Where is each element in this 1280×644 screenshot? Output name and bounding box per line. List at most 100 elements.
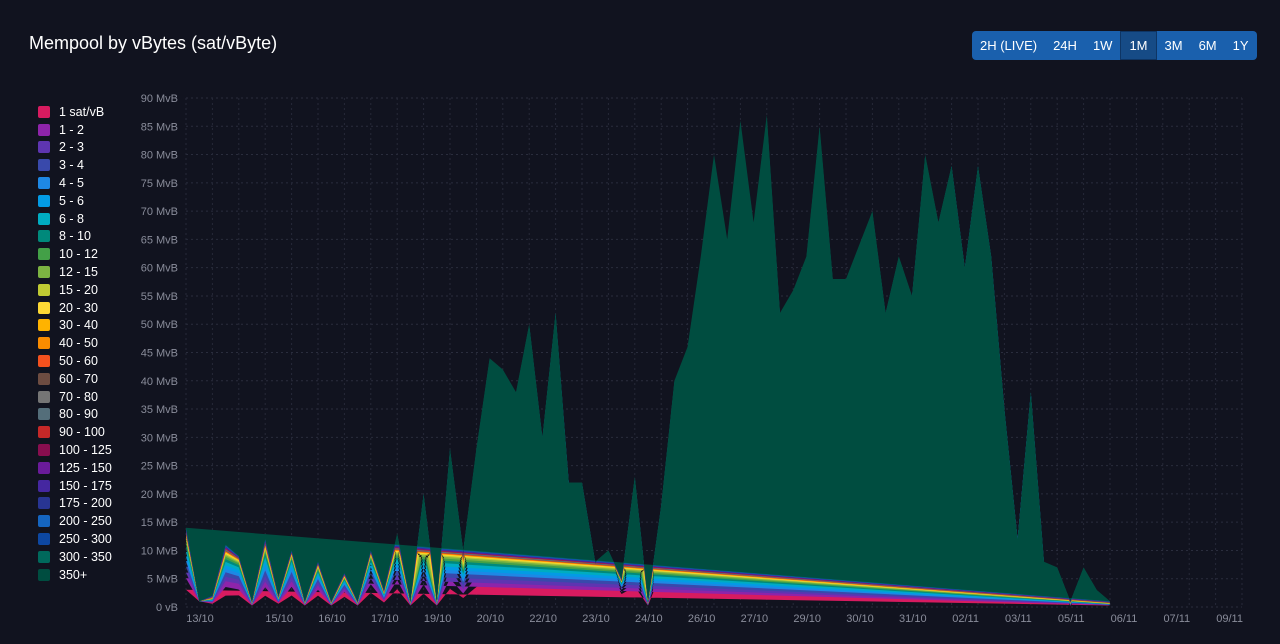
legend-swatch — [38, 337, 50, 350]
y-tick-label: 35 MvB — [141, 404, 178, 416]
legend-label: 100 - 125 — [59, 443, 112, 458]
legend-swatch — [38, 141, 50, 154]
legend-item[interactable]: 10 - 12 — [38, 245, 112, 263]
legend-item[interactable]: 90 - 100 — [38, 423, 112, 441]
legend-item[interactable]: 350+ — [38, 566, 112, 584]
legend-swatch — [38, 266, 50, 279]
legend-swatch — [38, 408, 50, 421]
legend-swatch — [38, 212, 50, 225]
y-tick-label: 90 MvB — [141, 93, 178, 105]
range-button-1y[interactable]: 1Y — [1232, 38, 1249, 53]
legend-item[interactable]: 125 - 150 — [38, 459, 112, 477]
legend-swatch — [38, 568, 50, 581]
legend-item[interactable]: 3 - 4 — [38, 156, 112, 174]
legend: 1 sat/vB 1 - 2 2 - 3 3 - 4 4 - 5 5 - 6 6 - 8 8 … — [38, 103, 112, 584]
y-tick-label: 20 MvB — [141, 489, 178, 501]
range-button-3m[interactable]: 3M — [1164, 38, 1183, 53]
legend-swatch — [38, 194, 50, 207]
x-tick-label: 27/10 — [741, 613, 769, 625]
legend-item[interactable]: 5 - 6 — [38, 192, 112, 210]
range-button-24h[interactable]: 24H — [1053, 38, 1077, 53]
legend-item[interactable]: 50 - 60 — [38, 352, 112, 370]
y-tick-label: 25 MvB — [141, 461, 178, 473]
legend-item[interactable]: 70 - 80 — [38, 388, 112, 406]
legend-label: 200 - 250 — [59, 514, 112, 529]
y-tick-label: 15 MvB — [141, 517, 178, 529]
legend-item[interactable]: 15 - 20 — [38, 281, 112, 299]
legend-item[interactable]: 1 sat/vB — [38, 103, 112, 121]
legend-swatch — [38, 426, 50, 439]
legend-item[interactable]: 6 - 8 — [38, 210, 112, 228]
legend-item[interactable]: 2 - 3 — [38, 139, 112, 157]
legend-item[interactable]: 60 - 70 — [38, 370, 112, 388]
legend-item[interactable]: 4 - 5 — [38, 174, 112, 192]
legend-label: 90 - 100 — [59, 425, 105, 440]
x-tick-label: 07/11 — [1163, 613, 1190, 625]
legend-label: 20 - 30 — [59, 300, 98, 315]
legend-label: 250 - 300 — [59, 532, 112, 547]
legend-label: 1 - 2 — [59, 122, 85, 137]
legend-swatch — [38, 283, 50, 296]
chart-title: Mempool by vBytes (sat/vByte) — [29, 33, 278, 53]
x-tick-label: 09/11 — [1216, 613, 1243, 625]
range-button-6m[interactable]: 6M — [1198, 38, 1217, 53]
legend-item[interactable]: 80 - 90 — [38, 406, 112, 424]
legend-item[interactable]: 1 - 2 — [38, 121, 112, 139]
legend-item[interactable]: 175 - 200 — [38, 495, 112, 513]
legend-swatch — [38, 390, 50, 403]
x-tick-label: 30/10 — [846, 613, 874, 625]
legend-label: 10 - 12 — [59, 247, 98, 262]
legend-label: 80 - 90 — [59, 407, 98, 422]
x-tick-label: 17/10 — [371, 613, 399, 625]
time-range-selector: 2H (LIVE) 24H 1W 1M 3M 6M 1Y — [972, 31, 1257, 60]
range-button-1m[interactable]: 1M — [1120, 31, 1157, 60]
legend-swatch — [38, 355, 50, 368]
legend-swatch — [38, 159, 50, 172]
x-tick-label: 02/11 — [952, 613, 979, 625]
legend-swatch — [38, 461, 50, 474]
legend-label: 8 - 10 — [59, 229, 91, 244]
y-tick-label: 50 MvB — [141, 319, 178, 331]
y-tick-label: 75 MvB — [141, 178, 178, 190]
x-tick-label: 29/10 — [793, 613, 821, 625]
legend-swatch — [38, 248, 50, 261]
legend-swatch — [38, 177, 50, 190]
legend-label: 30 - 40 — [59, 318, 98, 333]
series-area-26 — [186, 115, 1110, 602]
legend-label: 3 - 4 — [59, 158, 85, 173]
legend-item[interactable]: 40 - 50 — [38, 334, 112, 352]
legend-label: 300 - 350 — [59, 549, 112, 564]
legend-swatch — [38, 550, 50, 563]
legend-label: 350+ — [59, 567, 88, 582]
legend-label: 125 - 150 — [59, 460, 112, 475]
x-tick-label: 26/10 — [688, 613, 716, 625]
x-tick-label: 13/10 — [186, 613, 214, 625]
legend-item[interactable]: 200 - 250 — [38, 512, 112, 530]
range-button-2h-live[interactable]: 2H (LIVE) — [980, 38, 1038, 53]
legend-item[interactable]: 8 - 10 — [38, 228, 112, 246]
legend-item[interactable]: 250 - 300 — [38, 530, 112, 548]
legend-label: 6 - 8 — [59, 211, 85, 226]
legend-item[interactable]: 30 - 40 — [38, 317, 112, 335]
legend-item[interactable]: 12 - 15 — [38, 263, 112, 281]
legend-swatch — [38, 479, 50, 492]
range-button-1w[interactable]: 1W — [1092, 38, 1113, 53]
legend-label: 4 - 5 — [59, 176, 85, 191]
x-tick-label: 23/10 — [582, 613, 610, 625]
legend-label: 2 - 3 — [59, 140, 85, 155]
x-tick-label: 06/11 — [1111, 613, 1138, 625]
legend-item[interactable]: 100 - 125 — [38, 441, 112, 459]
legend-item[interactable]: 20 - 30 — [38, 299, 112, 317]
legend-item[interactable]: 300 - 350 — [38, 548, 112, 566]
legend-swatch — [38, 444, 50, 457]
y-tick-label: 5 MvB — [147, 574, 178, 586]
y-tick-label: 45 MvB — [141, 348, 178, 360]
legend-item[interactable]: 150 - 175 — [38, 477, 112, 495]
x-tick-label: 16/10 — [318, 613, 346, 625]
legend-swatch — [38, 515, 50, 528]
legend-label: 5 - 6 — [59, 193, 85, 208]
legend-swatch — [38, 301, 50, 314]
y-tick-label: 40 MvB — [141, 376, 178, 388]
legend-label: 70 - 80 — [59, 389, 98, 404]
